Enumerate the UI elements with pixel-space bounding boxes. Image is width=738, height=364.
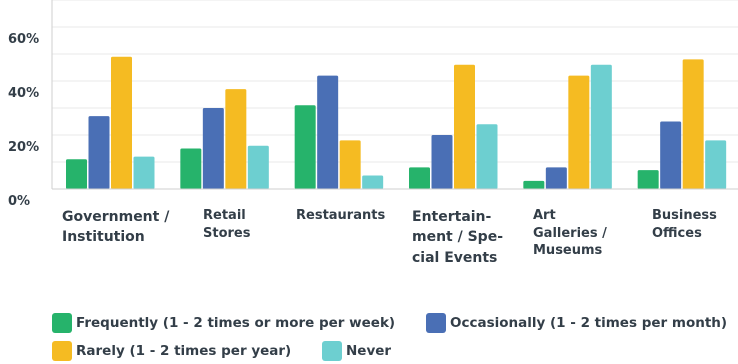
bar <box>523 180 545 189</box>
bar <box>568 75 590 189</box>
bar <box>682 59 704 190</box>
y-tick-label: 0% <box>8 194 30 209</box>
legend-swatch-never <box>322 341 342 361</box>
bar <box>409 167 430 189</box>
legend-swatch-occasionally <box>426 313 446 333</box>
legend-swatch-frequently <box>52 313 72 333</box>
bar <box>66 159 87 189</box>
bar <box>705 140 727 189</box>
bar <box>180 148 202 189</box>
legend-label-frequently: Frequently (1 - 2 times or more per week… <box>76 315 396 331</box>
category-label-art-galleries: Art Galleries / Museums <box>533 208 607 259</box>
legend-swatch-rarely <box>52 341 72 361</box>
category-label-restaurants: Restaurants <box>296 208 386 223</box>
bar <box>225 89 247 189</box>
legend-label-occasionally: Occasionally (1 - 2 times per month) <box>450 315 728 331</box>
legend-item-frequently: Frequently (1 - 2 times or more per week… <box>52 312 395 334</box>
bar <box>590 64 612 189</box>
category-label-government: Government / Institution <box>62 209 170 246</box>
y-tick-label: 60% <box>8 32 39 47</box>
bar <box>637 170 659 189</box>
bar <box>202 108 224 189</box>
y-tick-label: 40% <box>8 86 39 101</box>
y-tick-label: 20% <box>8 140 39 155</box>
bar <box>133 156 155 189</box>
category-label-retail: Retail Stores <box>203 208 251 241</box>
legend-item-rarely: Rarely (1 - 2 times per year) <box>52 340 291 362</box>
legend-item-occasionally: Occasionally (1 - 2 times per month) <box>426 312 727 334</box>
bar <box>88 116 110 189</box>
bar <box>454 64 475 189</box>
bar <box>294 105 316 189</box>
bar <box>317 75 339 189</box>
bar <box>660 121 682 189</box>
bar <box>545 167 567 189</box>
bar-chart: 0% 20% 40% 60% <box>8 0 738 209</box>
category-label-business-offices: Business Offices <box>652 208 717 241</box>
bar <box>247 145 269 189</box>
legend-label-never: Never <box>346 343 392 359</box>
category-label-entertainment: Entertain- ment / Spe- cial Events <box>412 209 504 266</box>
legend-item-never: Never <box>322 340 391 362</box>
bar <box>431 135 453 189</box>
bar <box>476 124 498 189</box>
bar <box>111 56 132 190</box>
bar <box>362 175 384 189</box>
legend-label-rarely: Rarely (1 - 2 times per year) <box>76 343 292 359</box>
bar <box>339 140 361 189</box>
